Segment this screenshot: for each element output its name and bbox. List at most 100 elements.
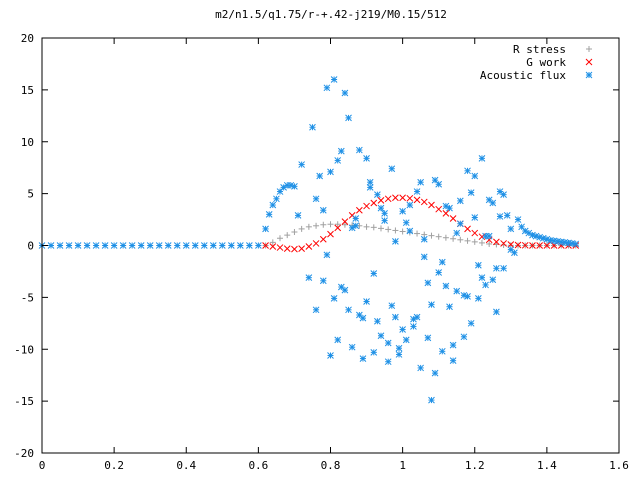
data-point — [319, 277, 327, 285]
data-point — [420, 235, 428, 243]
data-point — [500, 240, 507, 247]
data-point — [446, 303, 453, 311]
data-point — [227, 242, 235, 249]
data-point — [312, 306, 320, 314]
data-point — [276, 244, 284, 251]
data-point — [392, 237, 399, 245]
data-point — [478, 239, 485, 246]
legend-label: G work — [526, 56, 566, 69]
series-acoustic-flux — [38, 76, 580, 404]
data-point — [370, 270, 378, 277]
data-point — [334, 221, 341, 228]
data-point — [291, 229, 298, 236]
data-point — [316, 172, 324, 180]
data-point — [489, 276, 497, 284]
data-point — [482, 281, 489, 289]
data-point — [370, 349, 378, 356]
data-point — [464, 292, 471, 300]
data-point — [471, 229, 479, 237]
data-point — [327, 352, 334, 359]
data-point — [355, 146, 363, 154]
data-point — [273, 195, 280, 203]
data-point — [395, 344, 403, 352]
data-point — [420, 253, 428, 261]
data-point — [334, 157, 342, 164]
data-point — [182, 242, 190, 249]
data-point — [363, 223, 370, 230]
data-point — [269, 239, 276, 246]
y-tick-label: -5 — [21, 291, 34, 304]
data-point — [471, 214, 479, 221]
data-point — [323, 84, 331, 92]
data-point — [294, 212, 302, 219]
data-point — [377, 225, 384, 232]
data-point — [348, 343, 356, 351]
data-point — [399, 228, 406, 235]
x-tick-label: 1.6 — [609, 459, 629, 472]
data-point — [478, 154, 486, 162]
data-point — [471, 172, 479, 180]
data-point — [493, 308, 500, 316]
data-point — [262, 242, 269, 249]
data-point — [173, 242, 181, 249]
data-point — [337, 147, 345, 155]
data-point — [442, 282, 450, 290]
legend-marker — [585, 71, 593, 79]
legend-label: R stress — [513, 43, 566, 56]
data-point — [384, 358, 392, 366]
data-point — [388, 165, 396, 173]
data-point — [453, 287, 461, 295]
y-tick-label: -20 — [14, 447, 34, 460]
data-point — [269, 201, 277, 209]
data-point — [417, 178, 425, 186]
data-point — [312, 240, 320, 247]
data-point — [500, 191, 507, 199]
data-point — [500, 264, 507, 272]
y-tick-label: 20 — [21, 32, 34, 45]
data-point — [385, 226, 392, 233]
data-point — [478, 274, 486, 282]
data-point — [355, 206, 363, 214]
data-point — [572, 240, 580, 248]
data-point — [320, 221, 327, 228]
data-point — [319, 235, 327, 243]
data-point — [442, 234, 449, 241]
data-point — [460, 333, 468, 341]
data-point — [56, 242, 64, 249]
data-point — [449, 357, 457, 365]
data-point — [450, 235, 457, 242]
data-point — [92, 242, 100, 249]
y-tick-label: 0 — [27, 240, 34, 253]
data-point — [435, 269, 443, 276]
data-point — [334, 336, 342, 344]
data-point — [435, 233, 442, 240]
data-point — [464, 167, 471, 175]
data-point — [363, 154, 370, 162]
y-tick-label: 15 — [21, 84, 34, 97]
data-point — [83, 242, 91, 249]
data-point — [119, 242, 127, 249]
data-point — [493, 264, 500, 272]
data-point — [449, 215, 457, 222]
data-point — [438, 258, 446, 266]
data-point — [298, 245, 306, 252]
data-point — [420, 198, 428, 206]
data-point — [485, 196, 493, 204]
data-point — [200, 242, 208, 249]
data-point — [262, 225, 269, 233]
data-point — [218, 242, 226, 249]
data-point — [464, 237, 471, 244]
data-point — [428, 396, 435, 404]
data-point — [503, 212, 511, 219]
data-point — [374, 317, 381, 325]
data-point — [366, 178, 374, 186]
data-point — [554, 237, 562, 245]
data-point — [164, 242, 172, 249]
data-point — [449, 341, 457, 349]
data-point — [377, 332, 385, 340]
data-point — [442, 209, 450, 217]
data-point — [341, 286, 349, 294]
x-tick-label: 1.4 — [537, 459, 557, 472]
